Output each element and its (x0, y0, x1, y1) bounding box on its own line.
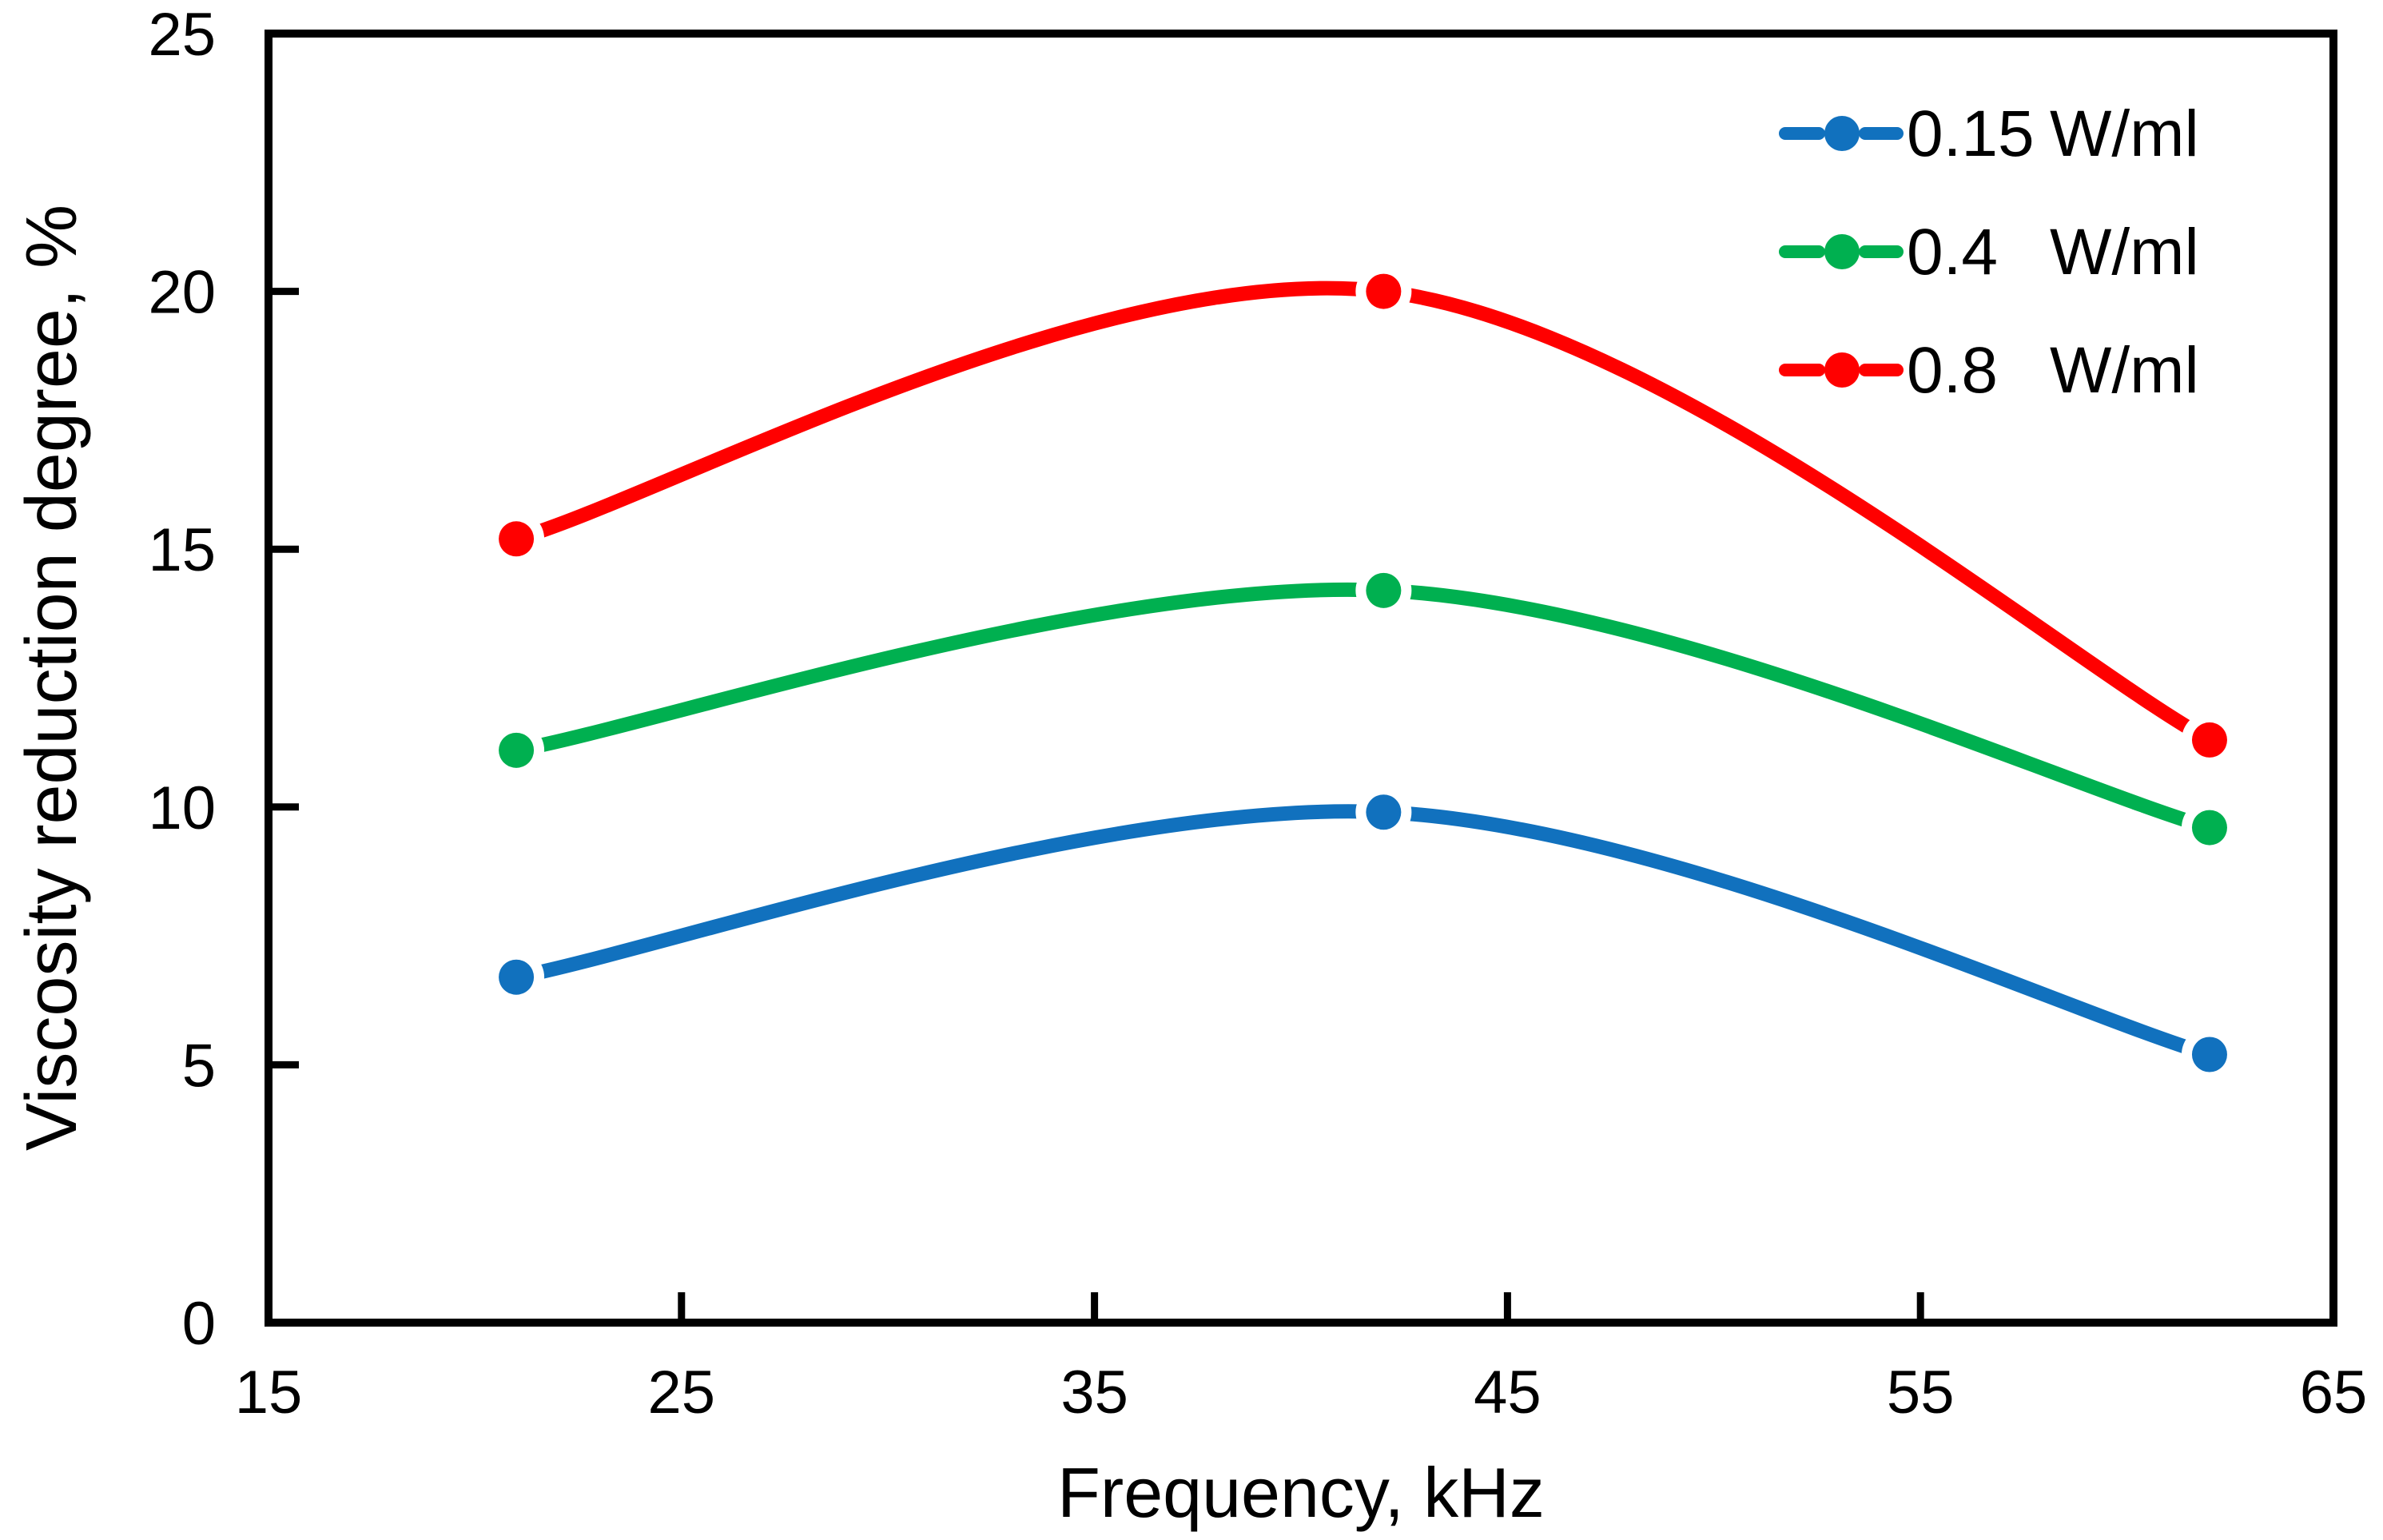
y-axis-title: Viscosity reduction degree, % (12, 205, 92, 1151)
data-point-0-62kHz (2191, 1037, 2227, 1072)
y-axis-ticks (269, 288, 299, 1068)
legend-marker-dot-1 (1824, 234, 1860, 269)
x-tick-label-55: 55 (1887, 1359, 1955, 1427)
legend-unit-1: W/ml (2050, 216, 2199, 289)
y-tick-label-10: 10 (148, 774, 216, 842)
data-point-1-62kHz (2191, 810, 2227, 846)
legend-value-0: 0.15 (1907, 97, 2035, 170)
y-tick-label-0: 0 (182, 1290, 216, 1358)
x-axis-tick-labels: 15 25 35 45 55 65 (235, 1359, 2368, 1427)
legend-row-0: 0.15 W/ml (1779, 97, 2199, 170)
plot-border (265, 30, 2337, 1327)
y-tick-label-5: 5 (182, 1032, 216, 1100)
legend-row-1: 0.4 W/ml (1779, 216, 2199, 289)
data-series (488, 263, 2238, 1083)
data-point-2-21kHz (499, 521, 535, 557)
data-point-0-42kHz (1366, 794, 1402, 830)
x-tick-label-65: 65 (2300, 1359, 2368, 1427)
legend-value-2: 0.8 (1907, 334, 1998, 407)
x-axis-title: Frequency, kHz (1057, 1453, 1545, 1532)
y-tick-label-25: 25 (148, 1, 216, 69)
legend-unit-2: W/ml (2050, 334, 2199, 407)
data-point-0-21kHz (499, 959, 535, 995)
y-tick-label-15: 15 (148, 516, 216, 584)
data-point-1-42kHz (1366, 572, 1402, 608)
legend-unit-0: W/ml (2050, 97, 2199, 170)
y-axis-tick-labels: 0 5 10 15 20 25 (148, 1, 216, 1358)
legend-marker-dot-2 (1824, 352, 1860, 388)
legend-value-1: 0.4 (1907, 216, 1998, 289)
x-tick-label-25: 25 (648, 1359, 716, 1427)
x-tick-label-35: 35 (1060, 1359, 1128, 1427)
data-point-2-42kHz (1366, 273, 1402, 309)
legend-row-2: 0.8 W/ml (1779, 334, 2199, 407)
legend-marker-dot-0 (1824, 116, 1860, 151)
data-point-2-62kHz (2191, 722, 2227, 758)
data-point-1-21kHz (499, 732, 535, 768)
x-axis-ticks (678, 1292, 1924, 1323)
x-tick-label-45: 45 (1474, 1359, 1542, 1427)
legend: 0.15 W/ml0.4 W/ml0.8 W/ml (1779, 97, 2199, 407)
x-tick-label-15: 15 (235, 1359, 303, 1427)
y-tick-label-20: 20 (148, 259, 216, 327)
